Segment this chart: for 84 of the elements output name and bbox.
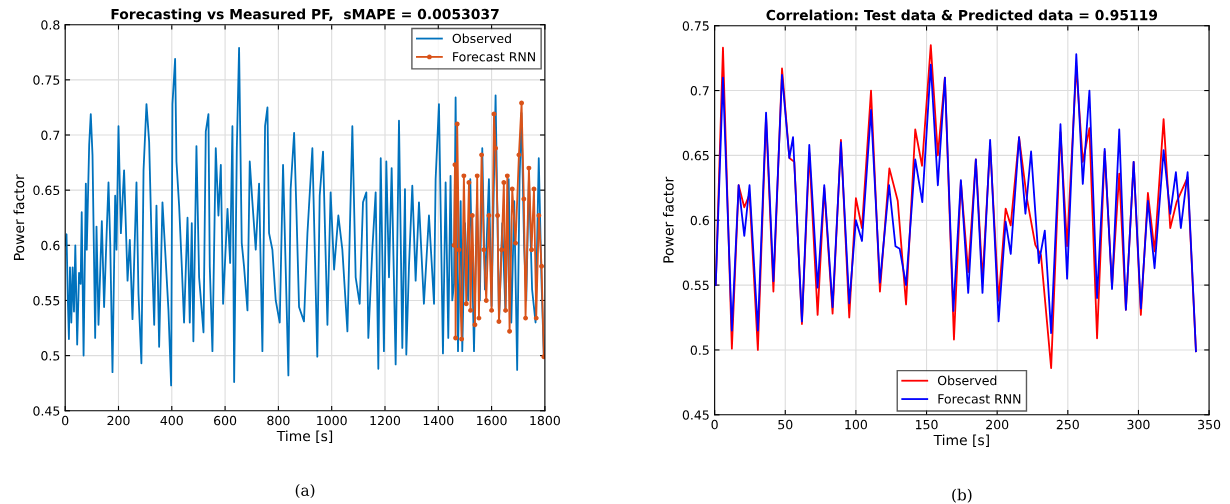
point — [526, 165, 532, 171]
point — [501, 179, 507, 185]
point — [491, 111, 497, 117]
legend-label: Observed — [937, 375, 997, 386]
point — [495, 213, 501, 218]
point — [516, 152, 522, 158]
y-tick-label: 0.55 — [682, 280, 709, 291]
point — [533, 315, 539, 321]
point — [529, 247, 534, 253]
point — [493, 145, 499, 151]
y-tick-label: 0.45 — [33, 406, 60, 416]
point — [523, 315, 528, 321]
point — [472, 322, 478, 328]
point — [499, 247, 505, 253]
y-tick-label: 0.5 — [41, 351, 60, 361]
y-tick-label: 0.8 — [41, 20, 60, 30]
point — [521, 196, 527, 202]
x-tick-label: 300 — [1127, 419, 1150, 430]
x-tick-label: 1000 — [317, 415, 347, 426]
point — [503, 307, 509, 313]
y-axis-title: Power factor — [662, 176, 674, 263]
legend-label: Observed — [452, 33, 511, 44]
y-tick-label: 0.6 — [690, 215, 709, 226]
chart-title: Correlation: Test data & Predicted data = 0.95119 — [766, 9, 1158, 21]
legend-label: Forecast RNN — [938, 394, 1021, 404]
x-tick-label: 350 — [1198, 419, 1221, 430]
x-tick-label: 1400 — [423, 415, 454, 426]
point — [519, 100, 525, 106]
y-tick-label: 0.7 — [41, 130, 60, 140]
line-series — [65, 46, 545, 387]
x-tick-label: 800 — [267, 415, 290, 426]
y-tick-label: 0.55 — [33, 295, 60, 306]
x-tick-label: 200 — [107, 415, 130, 426]
point — [456, 247, 462, 253]
point — [509, 186, 515, 192]
point — [454, 121, 460, 127]
y-tick-label: 0.7 — [690, 86, 709, 96]
point — [476, 315, 482, 321]
x-axis-title: Time [s] — [276, 430, 333, 443]
point — [463, 301, 469, 307]
point — [483, 298, 489, 303]
point — [513, 240, 519, 246]
point — [474, 173, 480, 179]
point — [539, 263, 544, 269]
point — [459, 336, 465, 342]
x-tick-label: 600 — [214, 415, 237, 426]
y-tick-label: 0.5 — [690, 345, 709, 355]
point — [486, 213, 492, 218]
x-tick-label: 0 — [711, 419, 718, 430]
point — [507, 328, 513, 334]
point — [466, 179, 472, 185]
x-tick-label: 1600 — [477, 415, 507, 426]
x-tick-label: 250 — [1056, 419, 1079, 430]
y-tick-label: 0.75 — [33, 75, 60, 85]
y-tick-label: 0.65 — [33, 185, 60, 196]
point — [479, 152, 485, 158]
y-tick-label: 0.45 — [682, 410, 709, 420]
y-tick-label: 0.75 — [682, 21, 709, 31]
point — [496, 318, 502, 324]
chart-title: Forecasting vs Measured PF, sMAPE = 0.0053037 — [111, 8, 499, 23]
y-tick-label: 0.65 — [682, 150, 709, 161]
point — [489, 307, 495, 313]
point — [481, 247, 487, 253]
point — [504, 173, 510, 179]
x-tick-label: 100 — [845, 419, 867, 430]
y-tick-label: 0.6 — [41, 240, 60, 251]
legend-label: Forecast RNN — [453, 52, 535, 62]
point — [531, 186, 537, 192]
point — [453, 335, 459, 341]
x-tick-label: 1200 — [370, 415, 401, 426]
x-tick-label: 150 — [915, 419, 938, 430]
x-tick-label: 200 — [986, 419, 1009, 430]
x-tick-label: 400 — [160, 415, 183, 426]
x-tick-label: 1800 — [530, 415, 560, 426]
text: (b) — [952, 488, 972, 503]
text: (a) — [295, 484, 315, 499]
y-axis-title: Power factor — [13, 174, 25, 260]
point — [468, 307, 473, 313]
point — [469, 213, 475, 218]
x-tick-label: 0 — [62, 415, 69, 426]
point — [536, 213, 542, 218]
x-tick-label: 50 — [778, 419, 793, 430]
x-axis-title: Time [s] — [933, 434, 989, 447]
point — [461, 173, 467, 179]
